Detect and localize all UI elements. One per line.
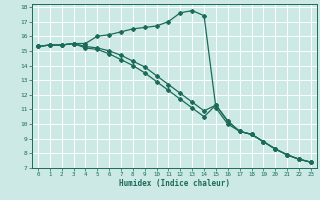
- X-axis label: Humidex (Indice chaleur): Humidex (Indice chaleur): [119, 179, 230, 188]
